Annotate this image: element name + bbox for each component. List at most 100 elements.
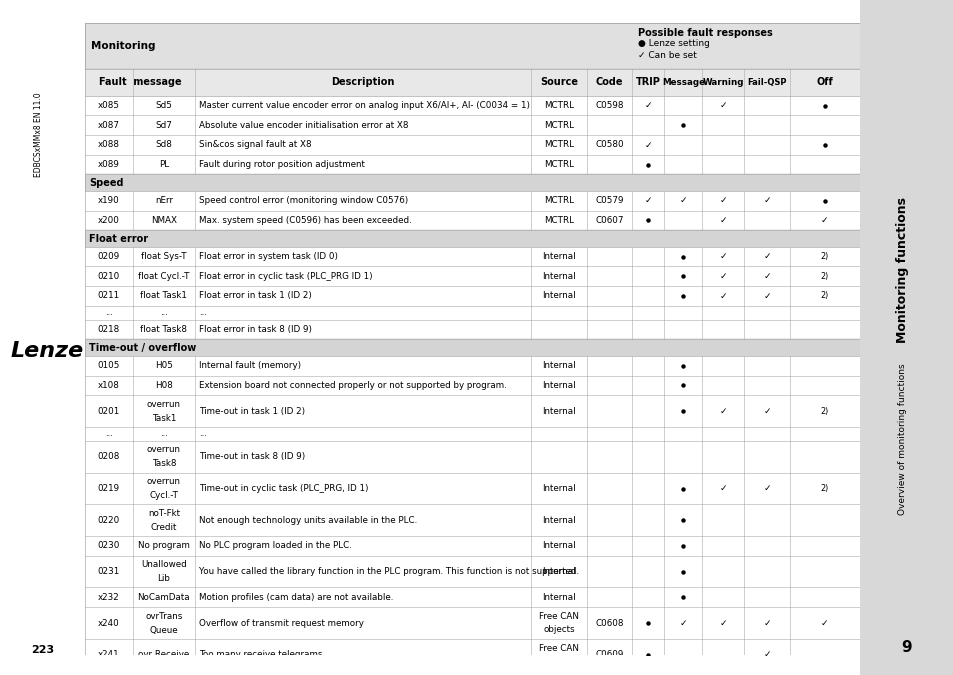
Text: 0211: 0211 (98, 292, 120, 300)
Text: Fault  message: Fault message (98, 78, 181, 88)
Text: Description: Description (331, 78, 395, 88)
Text: C0608: C0608 (595, 618, 623, 628)
Text: ✓ Can be set: ✓ Can be set (638, 51, 696, 59)
Bar (85, 396, 859, 427)
Text: ✓: ✓ (719, 406, 726, 416)
Bar (631, 24, 859, 69)
Text: Sd8: Sd8 (155, 140, 172, 149)
Text: Sd7: Sd7 (155, 121, 172, 130)
Text: C0579: C0579 (595, 196, 623, 205)
Text: float Cycl.-T: float Cycl.-T (138, 272, 190, 281)
Text: ✓: ✓ (762, 252, 770, 261)
Text: ✓: ✓ (821, 618, 827, 628)
Text: Internal: Internal (541, 381, 576, 390)
Text: Code: Code (595, 78, 622, 88)
Text: ✓: ✓ (762, 292, 770, 300)
Bar (85, 504, 859, 536)
Text: Time-out in task 1 (ID 2): Time-out in task 1 (ID 2) (198, 406, 305, 416)
Text: Monitoring: Monitoring (91, 41, 155, 51)
Text: Master current value encoder error on analog input X6/AI+, AI- (C0034 = 1): Master current value encoder error on an… (198, 101, 529, 110)
Bar (85, 608, 859, 639)
Text: ✓: ✓ (762, 406, 770, 416)
Bar (85, 286, 859, 306)
Text: Internal: Internal (541, 484, 576, 493)
Text: Time-out / overflow: Time-out / overflow (89, 343, 195, 352)
Text: Speed: Speed (89, 178, 123, 188)
Text: overrun: overrun (147, 400, 181, 408)
Text: MCTRL: MCTRL (543, 196, 574, 205)
Text: ...: ... (198, 308, 207, 317)
Text: float Sys-T: float Sys-T (141, 252, 187, 261)
Bar (85, 356, 859, 375)
Text: C0609: C0609 (595, 650, 623, 659)
Text: Off: Off (816, 78, 832, 88)
Text: NoCamData: NoCamData (137, 593, 190, 602)
Text: Cycl.-T: Cycl.-T (150, 491, 178, 500)
Text: Free CAN: Free CAN (538, 612, 578, 621)
Text: C0607: C0607 (595, 216, 623, 225)
Text: float Task8: float Task8 (140, 325, 187, 334)
Text: noT-Fkt: noT-Fkt (148, 509, 180, 518)
Bar (85, 671, 859, 675)
Bar (85, 191, 859, 211)
Text: x089: x089 (98, 160, 120, 169)
Text: overrun: overrun (147, 477, 181, 486)
Text: x200: x200 (98, 216, 120, 225)
Text: Too many receive telegrams: Too many receive telegrams (198, 650, 322, 659)
Text: MCTRL: MCTRL (543, 160, 574, 169)
Text: ...: ... (160, 429, 168, 439)
Text: Internal: Internal (541, 567, 576, 576)
Text: Task1: Task1 (152, 414, 176, 423)
Bar (85, 340, 859, 356)
Text: Motion profiles (cam data) are not available.: Motion profiles (cam data) are not avail… (198, 593, 393, 602)
Bar (85, 135, 859, 155)
Bar (85, 115, 859, 135)
Text: Float error: Float error (89, 234, 148, 244)
Text: Overview of monitoring functions: Overview of monitoring functions (897, 363, 905, 514)
Text: PL: PL (159, 160, 169, 169)
Text: Float error in task 1 (ID 2): Float error in task 1 (ID 2) (198, 292, 312, 300)
Bar (85, 24, 631, 69)
Text: Time-out in task 8 (ID 9): Time-out in task 8 (ID 9) (198, 452, 305, 461)
Text: H08: H08 (154, 381, 172, 390)
Bar (85, 247, 859, 267)
Text: 2): 2) (820, 406, 828, 416)
Text: Free CAN: Free CAN (538, 644, 578, 653)
Text: x240: x240 (98, 618, 120, 628)
Text: objects: objects (542, 657, 575, 666)
Text: 0201: 0201 (98, 406, 120, 416)
Text: Speed control error (monitoring window C0576): Speed control error (monitoring window C… (198, 196, 408, 205)
Text: MCTRL: MCTRL (543, 101, 574, 110)
Text: Float error in task 8 (ID 9): Float error in task 8 (ID 9) (198, 325, 312, 334)
Text: MCTRL: MCTRL (543, 140, 574, 149)
Text: x108: x108 (98, 381, 120, 390)
Text: ✓: ✓ (719, 292, 726, 300)
Text: ✓: ✓ (679, 618, 686, 628)
Bar (85, 441, 859, 472)
Text: Unallowed: Unallowed (141, 560, 187, 569)
Text: ✓: ✓ (719, 272, 726, 281)
Bar (85, 211, 859, 230)
Text: nErr: nErr (154, 196, 172, 205)
Text: 2): 2) (820, 484, 828, 493)
Bar (85, 587, 859, 608)
Text: Sin&cos signal fault at X8: Sin&cos signal fault at X8 (198, 140, 311, 149)
Text: ✓: ✓ (719, 252, 726, 261)
Text: Source: Source (539, 78, 578, 88)
Text: EDBCSxMMx8 EN 11.0: EDBCSxMMx8 EN 11.0 (33, 92, 43, 178)
Text: ✓: ✓ (719, 101, 726, 110)
Text: Time-out in cyclic task (PLC_PRG, ID 1): Time-out in cyclic task (PLC_PRG, ID 1) (198, 484, 368, 493)
Bar (85, 536, 859, 556)
Text: 0231: 0231 (98, 567, 120, 576)
Text: Internal fault (memory): Internal fault (memory) (198, 361, 300, 370)
Text: ...: ... (105, 308, 112, 317)
Text: Parameter setting: Parameter setting (89, 674, 189, 675)
Text: x087: x087 (98, 121, 120, 130)
Text: x241: x241 (98, 650, 120, 659)
Text: x232: x232 (98, 593, 120, 602)
Text: No PLC program loaded in the PLC.: No PLC program loaded in the PLC. (198, 541, 352, 550)
Text: Internal: Internal (541, 272, 576, 281)
Bar (85, 267, 859, 286)
Bar (85, 427, 859, 441)
Text: ✓: ✓ (679, 196, 686, 205)
